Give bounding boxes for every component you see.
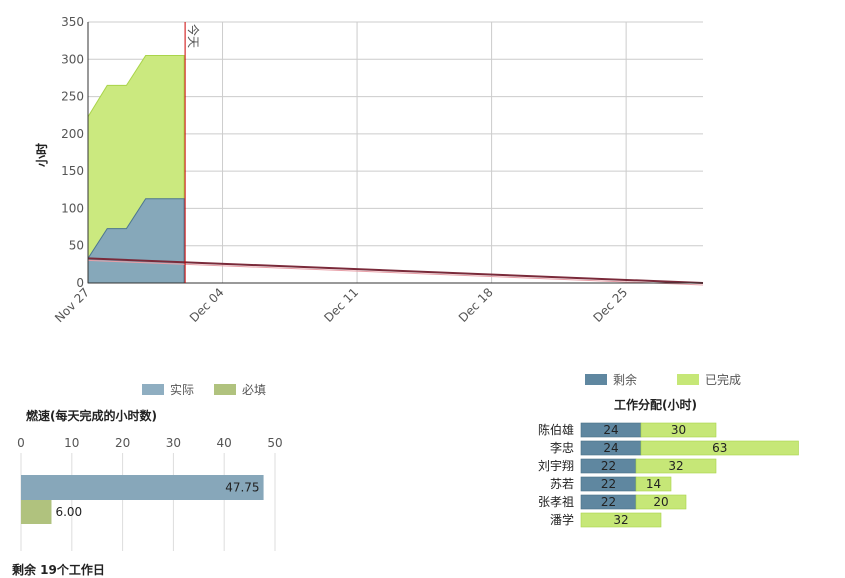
velocity-tick-label: 10 xyxy=(64,436,79,450)
velocity-legend: 实际 必填 xyxy=(142,381,266,398)
allocation-title: 工作分配(小时) xyxy=(614,398,697,412)
allocation-bar-label: 20 xyxy=(653,495,668,509)
allocation-bar-completed xyxy=(635,494,687,510)
allocation-legend: 剩余 已完成 xyxy=(585,371,741,388)
allocation-bar-label: 22 xyxy=(601,459,616,473)
velocity-bar-label: 6.00 xyxy=(55,505,82,519)
allocation-bar-completed xyxy=(640,422,717,438)
today-label: 今天 xyxy=(186,24,201,48)
allocation-bar-label: 63 xyxy=(712,441,727,455)
ideal-burndown-line xyxy=(87,257,704,284)
y-tick-label: 200 xyxy=(61,127,84,141)
y-tick-label: 350 xyxy=(61,15,84,29)
legend-swatch-required xyxy=(214,384,237,395)
allocation-bar-completed xyxy=(635,458,717,474)
allocation-bar-label: 24 xyxy=(603,423,618,437)
y-tick-label: 150 xyxy=(61,164,84,178)
velocity-tick-label: 20 xyxy=(115,436,130,450)
legend-swatch-actual xyxy=(142,384,164,395)
velocity-tick-label: 50 xyxy=(267,436,282,450)
y-tick-label: 300 xyxy=(61,52,84,66)
legend-label-required: 必填 xyxy=(242,383,267,397)
y-tick-label: 50 xyxy=(69,239,84,253)
velocity-tick-label: 0 xyxy=(17,436,25,450)
allocation-bar-label: 32 xyxy=(613,513,628,527)
velocity-bar-actual xyxy=(21,475,264,500)
allocation-bar-completed xyxy=(580,512,662,528)
allocation-bar-label: 30 xyxy=(671,423,686,437)
y-tick-label: 100 xyxy=(61,201,84,215)
allocation-bar-label: 22 xyxy=(601,477,616,491)
allocation-name-label: 李忠 xyxy=(550,440,574,455)
allocation-bar-completed xyxy=(640,440,799,456)
allocation-bar-label: 24 xyxy=(603,441,618,455)
legend-swatch-remaining xyxy=(585,374,607,385)
legend-label-remaining: 剩余 xyxy=(613,373,638,387)
allocation-name-label: 苏若 xyxy=(550,477,574,491)
y-tick-label: 0 xyxy=(76,276,84,290)
allocation-name-label: 刘宇翔 xyxy=(538,459,574,473)
y-tick-label: 250 xyxy=(61,90,84,104)
velocity-title: 燃速(每天完成的小时数) xyxy=(26,409,157,423)
velocity-tick-label: 40 xyxy=(217,436,232,450)
velocity-bar-label: 47.75 xyxy=(225,481,259,495)
allocation-bar-label: 32 xyxy=(668,459,683,473)
allocation-bar-label: 14 xyxy=(646,477,661,491)
velocity-bar-required xyxy=(21,500,52,524)
remaining-days-footer: 剩余 19个工作日 xyxy=(12,563,105,577)
legend-swatch-completed xyxy=(677,374,700,385)
legend-label-completed: 已完成 xyxy=(705,373,742,387)
allocation-name-label: 潘学 xyxy=(550,512,574,527)
allocation-bar-label: 22 xyxy=(601,495,616,509)
ideal-burndown-shadow xyxy=(87,259,704,286)
legend-label-actual: 实际 xyxy=(170,383,195,397)
allocation-bar-completed xyxy=(635,476,672,492)
velocity-tick-label: 30 xyxy=(166,436,181,450)
allocation-name-label: 陈伯雄 xyxy=(538,422,574,437)
y-axis-title: 小时 xyxy=(34,143,49,167)
allocation-name-label: 张孝祖 xyxy=(538,494,574,509)
